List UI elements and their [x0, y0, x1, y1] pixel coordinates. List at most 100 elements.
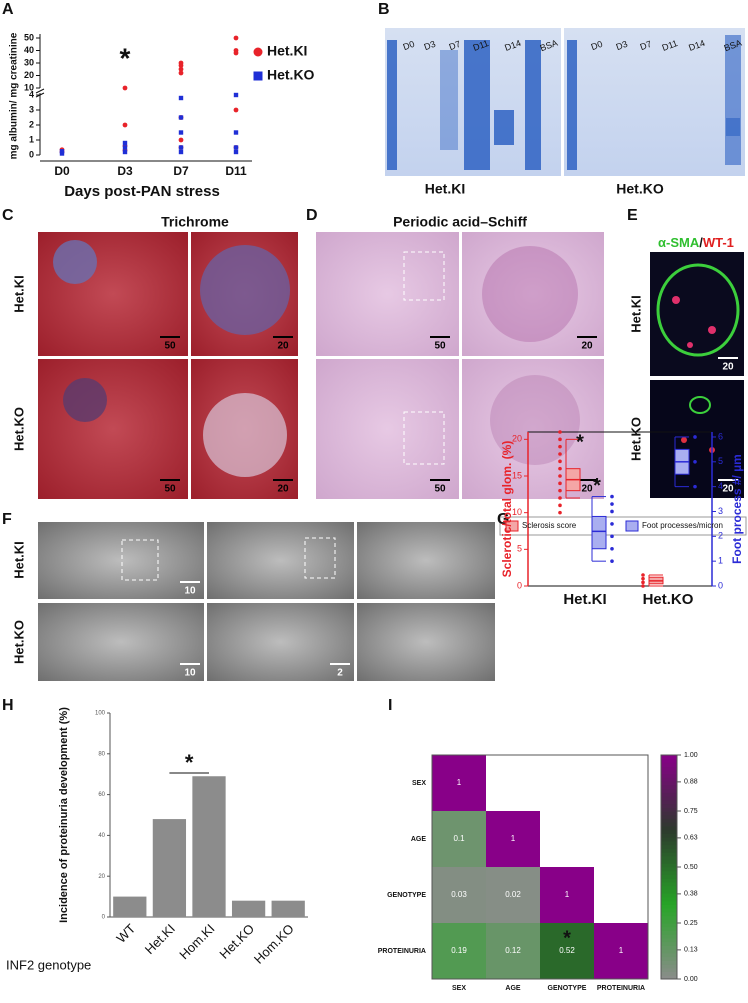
legend-marker: [253, 47, 263, 57]
colorbar-step: [661, 833, 677, 838]
x-tick-label: WT: [113, 921, 138, 946]
col-label: GENOTYPE: [548, 985, 587, 992]
y-axis-label: mg albumin/ mg creatinine: [9, 32, 20, 159]
y-tick-label: 10: [24, 82, 34, 92]
y-axis-label: Incidence of proteinuria development (%): [58, 707, 70, 923]
y2-tick-label: 4: [718, 481, 723, 491]
data-point: [558, 437, 562, 442]
y-tick-label: 0: [29, 149, 34, 159]
data-point: [558, 488, 562, 493]
legend-label: Sclerosis score: [522, 521, 577, 530]
data-point: [178, 66, 184, 72]
colorbar-step: [661, 904, 677, 909]
row-label: SEX: [412, 780, 426, 787]
x-axis-label: INF2 genotype: [6, 957, 91, 972]
x-tick-label: Hom.KI: [176, 921, 217, 962]
colorbar-step: [661, 818, 677, 823]
colorbar-step: [661, 814, 677, 819]
colorbar-tick-label: 0.38: [684, 891, 698, 898]
colorbar-step: [661, 964, 677, 969]
data-point: [558, 430, 562, 434]
plot-frame: [431, 754, 649, 980]
legend-label: Het.KO: [267, 67, 315, 83]
micrograph: [38, 522, 204, 599]
title-part: /: [699, 235, 703, 250]
y-tick-label: 40: [24, 45, 34, 55]
x-tick-label: Het.KO: [643, 591, 694, 608]
colorbar-step: [661, 971, 677, 976]
colorbar-step: [661, 956, 677, 961]
micrograph: [357, 522, 495, 599]
cell-label: 1: [457, 778, 462, 787]
cell-label: 1: [511, 834, 516, 843]
colorbar-step: [661, 837, 677, 842]
data-point: [178, 145, 184, 150]
colorbar-step: [661, 755, 677, 760]
data-point: [178, 137, 184, 143]
data-point: [122, 122, 128, 128]
colorbar-step: [661, 777, 677, 782]
data-point: [122, 149, 128, 155]
panel-label: E: [627, 207, 638, 224]
colorbar-step: [661, 900, 677, 905]
gel-image: [564, 28, 745, 176]
data-point: [558, 503, 562, 508]
data-point: [178, 149, 184, 155]
x-axis-label: Days post-PAN stress: [64, 183, 220, 200]
scale-bar-label: 50: [164, 484, 176, 495]
legend-marker: [625, 520, 639, 532]
colorbar-step: [661, 893, 677, 898]
colorbar-step: [661, 919, 677, 924]
colorbar-step: [661, 855, 677, 861]
colorbar-step: [661, 769, 677, 775]
colorbar-tick-label: 0.50: [684, 864, 698, 871]
row-label: Het.KI: [628, 295, 643, 333]
colorbar-step: [661, 811, 677, 816]
micrograph: [650, 380, 744, 498]
colorbar-tick-label: 0.25: [684, 920, 698, 927]
row-label: Het.KO: [11, 407, 26, 451]
y-tick-label: 60: [98, 792, 105, 798]
legend-frame: [499, 516, 747, 536]
colorbar-step: [661, 796, 677, 801]
colorbar-step: [661, 844, 677, 849]
panel-label: F: [2, 511, 12, 528]
scale-bar-label: 20: [722, 362, 734, 373]
bar: [231, 900, 266, 917]
y-tick-label: 2: [29, 119, 34, 129]
row-label: PROTEINURIA: [378, 948, 426, 955]
cell-label: 0.1: [453, 834, 465, 843]
data-point: [233, 130, 239, 135]
colorbar-step: [661, 945, 677, 950]
annotation: *: [120, 42, 131, 73]
data-point: [641, 584, 645, 588]
y-tick-label: 0: [517, 580, 522, 590]
data-point: [59, 151, 65, 156]
micrograph: [462, 232, 604, 356]
colorbar-step: [661, 930, 677, 935]
micrograph: [38, 603, 204, 681]
col-label: AGE: [505, 985, 521, 992]
colorbar-step: [661, 773, 677, 778]
lane-label: D0: [590, 39, 604, 52]
colorbar-step: [661, 781, 677, 786]
legend-label: Foot processes/micron: [642, 521, 723, 530]
colorbar-tick-label: 0.13: [684, 947, 698, 954]
y-tick-label: 40: [98, 833, 105, 839]
row-label: AGE: [411, 836, 427, 843]
colorbar-step: [661, 934, 677, 939]
data-point: [233, 145, 239, 150]
y2-tick-label: 5: [718, 456, 723, 466]
colorbar-step: [661, 788, 677, 793]
title-part: α-SMA: [658, 235, 700, 250]
data-point: [558, 510, 562, 515]
y-tick-label: 5: [517, 544, 522, 554]
colorbar-step: [661, 908, 677, 913]
y-tick-label: 50: [24, 32, 34, 42]
colorbar-step: [661, 915, 677, 920]
panel-title: Periodic acid–Schiff: [393, 214, 527, 230]
colorbar-step: [661, 792, 677, 797]
colorbar-step: [661, 926, 677, 931]
colorbar-step: [661, 885, 677, 890]
